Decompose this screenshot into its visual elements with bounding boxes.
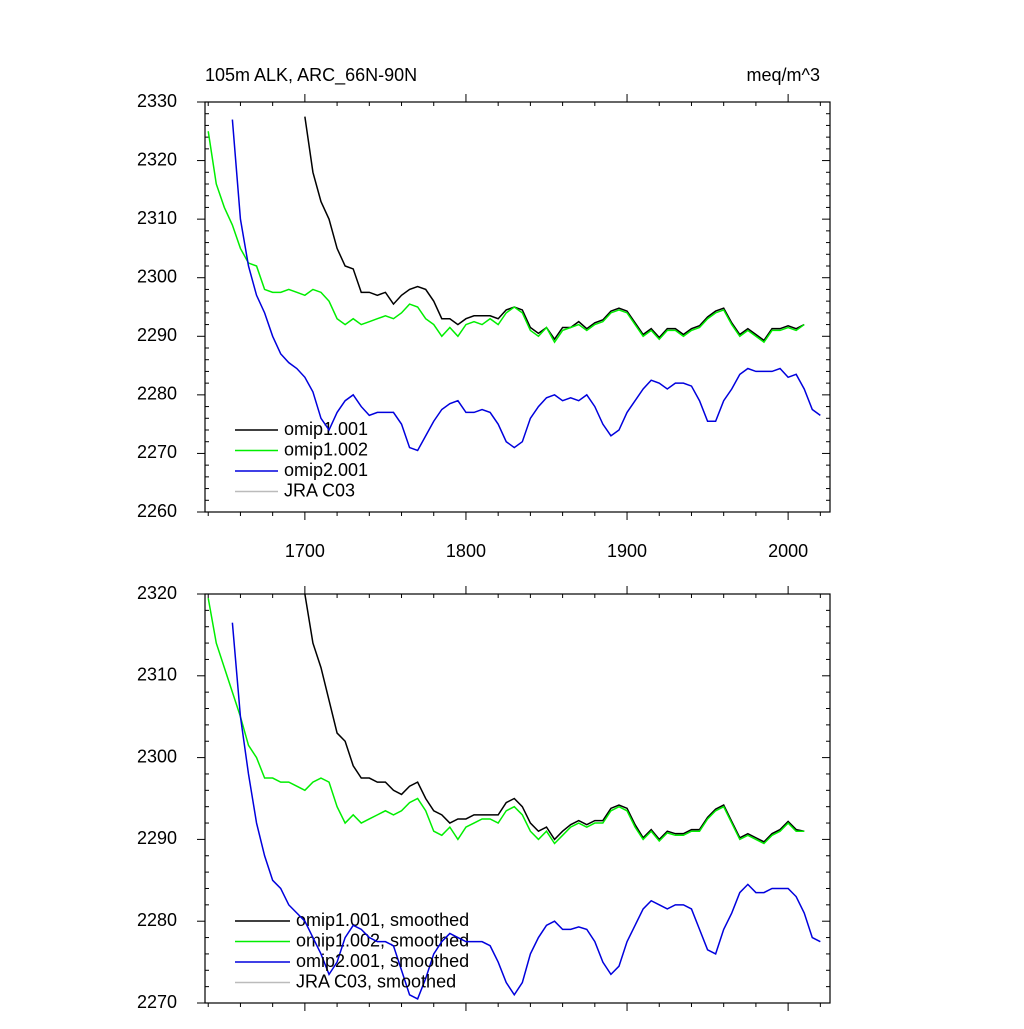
data-line (231, 622, 821, 1000)
legend-label: omip1.002 (284, 439, 368, 459)
y-tick-label: 2290 (137, 828, 177, 848)
legend-label: omip1.001, smoothed (296, 910, 469, 930)
y-tick-label: 2310 (137, 665, 177, 685)
data-line (207, 131, 805, 344)
y-tick-label: 2270 (137, 442, 177, 462)
y-tick-label: 2300 (137, 746, 177, 766)
legend-label: omip1.001 (284, 419, 368, 439)
x-tick-label: 1800 (446, 541, 486, 561)
y-tick-label: 2320 (137, 583, 177, 603)
y-tick-label: 2330 (137, 91, 177, 111)
legend-label: omip2.001 (284, 460, 368, 480)
plot-frame (204, 101, 831, 513)
y-tick-label: 2280 (137, 384, 177, 404)
panel: 2260 2270 2280 2290 2300 2310 2320 2330 1700 1800… (137, 65, 831, 561)
data-line (231, 119, 821, 452)
y-tick-label: 2260 (137, 501, 177, 521)
legend-label: JRA C03, smoothed (296, 971, 456, 991)
units-label: meq/m^3 (747, 65, 820, 85)
chart-title: 105m ALK, ARC_66N-90N (205, 65, 417, 86)
y-tick-label: 2270 (137, 992, 177, 1012)
panel: 2270 2280 2290 2300 2310 2320 omip1.001, smoot… (137, 583, 831, 1012)
y-tick-label: 2290 (137, 325, 177, 345)
x-tick-label: 1700 (285, 541, 325, 561)
legend-label: omip2.001, smoothed (296, 951, 469, 971)
y-tick-label: 2310 (137, 208, 177, 228)
y-tick-label: 2280 (137, 910, 177, 930)
data-line (207, 597, 805, 845)
y-tick-label: 2320 (137, 149, 177, 169)
x-tick-label: 2000 (768, 541, 808, 561)
data-line (304, 116, 805, 342)
legend-label: JRA C03 (284, 480, 355, 500)
x-tick-label: 1900 (607, 541, 647, 561)
legend-label: omip1.002, smoothed (296, 930, 469, 950)
plot-frame (204, 593, 831, 1004)
data-line (304, 593, 805, 843)
y-tick-label: 2300 (137, 266, 177, 286)
